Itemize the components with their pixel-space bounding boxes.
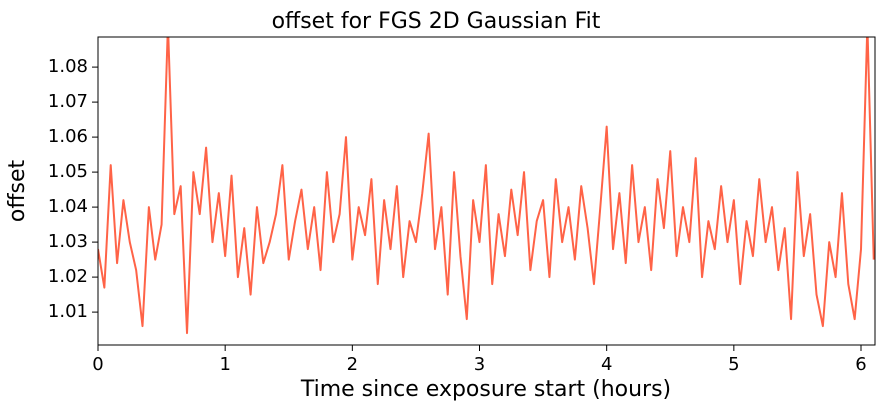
y-tick-label: 1.01: [48, 301, 88, 322]
y-tick-label: 1.05: [48, 161, 88, 182]
x-tick-label: 1: [219, 354, 230, 375]
y-tick-label: 1.08: [48, 56, 88, 77]
x-tick-label: 0: [92, 354, 103, 375]
y-tick-label: 1.07: [48, 91, 88, 112]
x-tick-label: 3: [474, 354, 485, 375]
y-tick-label: 1.02: [48, 266, 88, 287]
x-tick-label: 6: [855, 354, 866, 375]
chart-title: offset for FGS 2D Gaussian Fit: [272, 9, 601, 34]
data-line: [98, 37, 875, 335]
x-axis-label: Time since exposure start (hours): [300, 377, 671, 402]
x-tick-label: 5: [728, 354, 739, 375]
x-tick-label: 4: [601, 354, 612, 375]
y-tick-label: 1.04: [48, 196, 88, 217]
y-tick-label: 1.06: [48, 126, 88, 147]
axes-frame: [97, 36, 876, 346]
y-tick-label: 1.03: [48, 231, 88, 252]
x-tick-label: 2: [347, 354, 358, 375]
plot-area: [98, 37, 875, 335]
y-axis-label: offset: [5, 160, 30, 223]
